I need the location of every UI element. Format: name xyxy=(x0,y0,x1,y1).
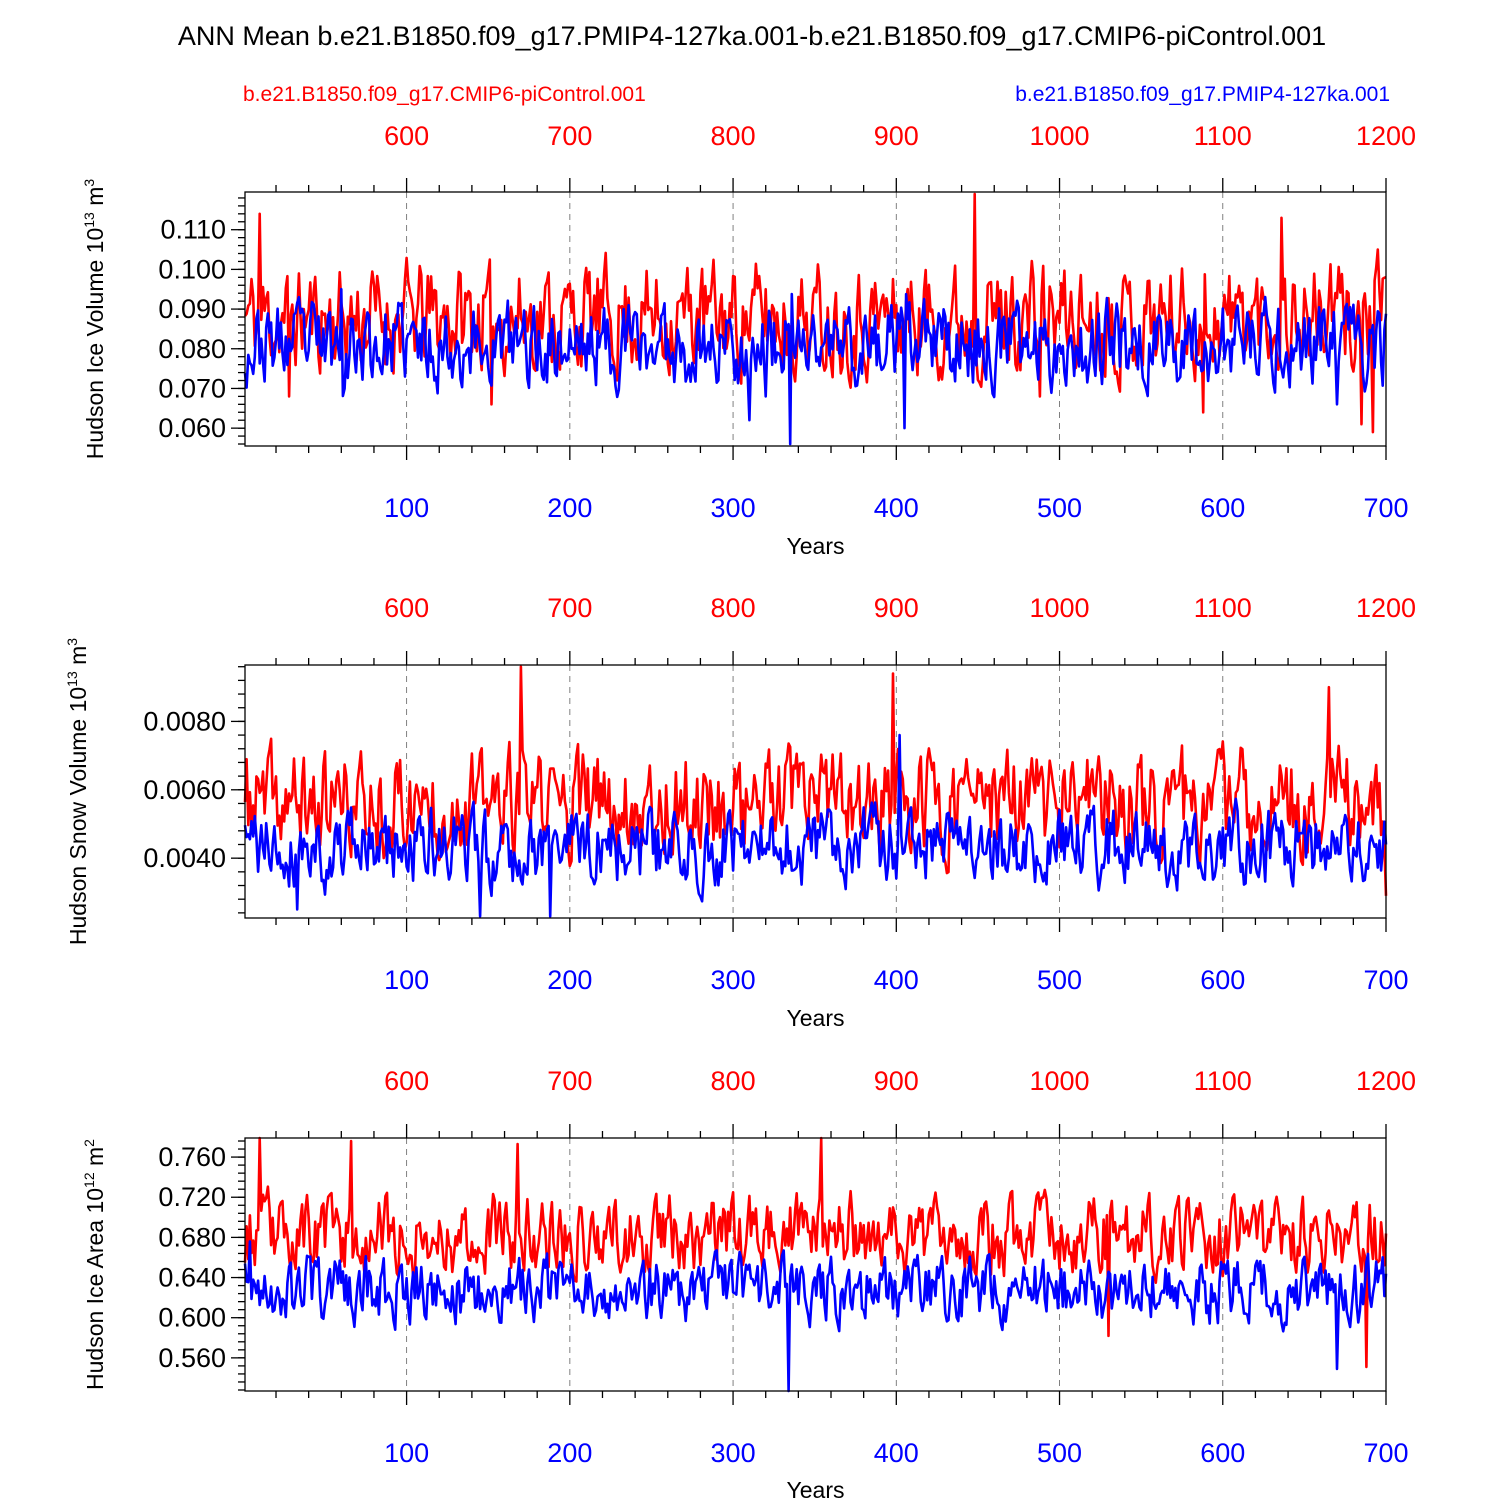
y-tick-label: 0.640 xyxy=(158,1263,226,1293)
x-top-tick-label: 1100 xyxy=(1194,593,1252,623)
legend-pmip-run: b.e21.B1850.f09_g17.PMIP4-127ka.001 xyxy=(1015,83,1390,106)
x-bottom-tick-label: 100 xyxy=(384,493,429,523)
y-tick-label: 0.680 xyxy=(158,1222,226,1252)
x-top-tick-label: 900 xyxy=(874,593,919,623)
x-top-tick-label: 600 xyxy=(384,593,429,623)
y-axis-title-exponent: 12 xyxy=(81,1172,97,1188)
y-tick-label: 0.100 xyxy=(158,254,226,284)
y-axis-title-unit: m xyxy=(65,646,91,672)
y-tick-label: 0.080 xyxy=(158,334,226,364)
y-tick-label: 0.060 xyxy=(158,413,226,443)
x-top-tick-label: 1100 xyxy=(1194,121,1252,151)
x-bottom-tick-label: 500 xyxy=(1037,965,1082,995)
y-tick-label: 0.760 xyxy=(158,1142,226,1172)
series-line-control xyxy=(243,192,1387,434)
series-line-pmip xyxy=(243,287,1388,446)
y-tick-label: 0.600 xyxy=(158,1303,226,1333)
x-bottom-tick-label: 700 xyxy=(1363,493,1408,523)
x-top-tick-label: 800 xyxy=(711,121,756,151)
series-line-pmip xyxy=(243,733,1388,918)
x-top-tick-label: 800 xyxy=(711,593,756,623)
x-axis-title: Years xyxy=(787,1005,845,1031)
y-tick-label: 0.560 xyxy=(158,1343,226,1373)
x-top-tick-label: 800 xyxy=(711,1066,756,1096)
x-top-tick-label: 900 xyxy=(874,1066,919,1096)
y-axis-title-unit-exponent: 2 xyxy=(81,1139,97,1147)
y-axis-title-unit: m xyxy=(82,187,108,213)
plot-frame xyxy=(244,664,1387,919)
plot-frame xyxy=(244,1137,1387,1392)
y-tick-label: 0.110 xyxy=(160,215,226,245)
y-axis-title: Hudson Ice Volume 1013 m3 xyxy=(81,179,108,460)
x-bottom-tick-label: 300 xyxy=(711,965,756,995)
x-bottom-tick-label: 100 xyxy=(384,965,429,995)
x-top-tick-label: 1200 xyxy=(1356,593,1416,623)
panels-container: 0.060 0.070 0.080 0.090 0.100 0.110 100 200 300 4… xyxy=(64,121,1416,1500)
series-line-control xyxy=(243,1136,1388,1369)
x-bottom-tick-label: 400 xyxy=(874,1438,919,1468)
y-axis-title-text: Hudson Ice Volume 10 xyxy=(82,228,108,459)
figure-title: ANN Mean b.e21.B1850.f09_g17.PMIP4-127ka… xyxy=(178,21,1326,51)
x-bottom-tick-label: 500 xyxy=(1037,493,1082,523)
y-axis-title-unit-exponent: 3 xyxy=(81,179,97,187)
x-top-tick-label: 600 xyxy=(384,121,429,151)
x-top-tick-label: 1200 xyxy=(1356,1066,1416,1096)
series-line-pmip xyxy=(243,1240,1388,1393)
x-bottom-tick-label: 100 xyxy=(384,1438,429,1468)
x-top-tick-label: 700 xyxy=(547,1066,592,1096)
x-bottom-tick-label: 500 xyxy=(1037,1438,1082,1468)
x-top-tick-label: 700 xyxy=(547,593,592,623)
y-axis-title-unit-exponent: 3 xyxy=(64,638,80,646)
x-bottom-tick-label: 700 xyxy=(1363,1438,1408,1468)
panel-ice-volume: 0.060 0.070 0.080 0.090 0.100 0.110 100 200 300 4… xyxy=(81,121,1416,559)
x-top-tick-label: 900 xyxy=(874,121,919,151)
x-top-tick-label: 1200 xyxy=(1356,121,1416,151)
x-bottom-tick-label: 400 xyxy=(874,965,919,995)
x-top-tick-label: 600 xyxy=(384,1066,429,1096)
y-tick-label: 0.0080 xyxy=(143,706,226,736)
y-tick-label: 0.720 xyxy=(158,1182,226,1212)
x-top-tick-label: 1000 xyxy=(1029,121,1089,151)
legend-control-run: b.e21.B1850.f09_g17.CMIP6-piControl.001 xyxy=(243,83,646,106)
y-axis-title-unit: m xyxy=(82,1147,108,1173)
panel-ice-area: 0.560 0.600 0.640 0.680 0.720 0.760 100 200 300 4… xyxy=(81,1066,1416,1500)
x-bottom-tick-label: 700 xyxy=(1363,965,1408,995)
y-axis-title: Hudson Ice Area 1012 m2 xyxy=(81,1139,108,1390)
x-bottom-tick-label: 300 xyxy=(711,493,756,523)
x-top-tick-label: 1000 xyxy=(1029,593,1089,623)
x-bottom-tick-label: 200 xyxy=(547,1438,592,1468)
x-axis-title: Years xyxy=(787,1477,845,1500)
y-axis-title-text: Hudson Snow Volume 10 xyxy=(65,687,91,945)
x-top-tick-label: 1000 xyxy=(1029,1066,1089,1096)
y-axis-title-exponent: 13 xyxy=(64,671,80,687)
x-bottom-tick-label: 200 xyxy=(547,965,592,995)
x-bottom-tick-label: 600 xyxy=(1200,1438,1245,1468)
y-tick-label: 0.0060 xyxy=(143,775,226,805)
y-axis-title: Hudson Snow Volume 1013 m3 xyxy=(64,638,91,945)
series-line-control xyxy=(243,665,1388,896)
x-bottom-tick-label: 200 xyxy=(547,493,592,523)
x-axis-title: Years xyxy=(787,533,845,559)
x-top-tick-label: 1100 xyxy=(1194,1066,1252,1096)
y-tick-label: 0.070 xyxy=(158,373,226,403)
x-bottom-tick-label: 600 xyxy=(1200,493,1245,523)
y-axis-title-exponent: 13 xyxy=(81,212,97,228)
x-top-tick-label: 700 xyxy=(547,121,592,151)
x-bottom-tick-label: 300 xyxy=(711,1438,756,1468)
y-axis-title-text: Hudson Ice Area 10 xyxy=(82,1188,108,1390)
y-tick-label: 0.0040 xyxy=(143,843,226,873)
panel-snow-volume: 0.0040 0.0060 0.0080 100 200 300 400 500 600 700 6… xyxy=(64,593,1416,1031)
plot-frame xyxy=(244,191,1387,447)
y-tick-label: 0.090 xyxy=(158,294,226,324)
x-bottom-tick-label: 400 xyxy=(874,493,919,523)
x-bottom-tick-label: 600 xyxy=(1200,965,1245,995)
